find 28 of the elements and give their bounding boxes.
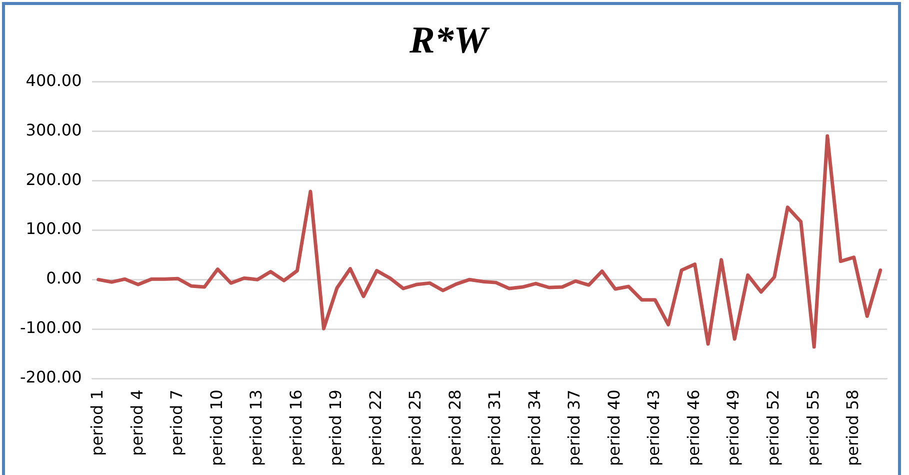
x-tick-label: period 31 [485, 390, 504, 466]
x-tick-label: period 55 [803, 390, 822, 466]
y-tick-label: 400.00 [26, 70, 82, 90]
x-tick-label: period 37 [564, 390, 584, 466]
x-tick-label: period 7 [167, 390, 186, 456]
x-tick-label: period 13 [246, 390, 266, 466]
x-tick-label: period 28 [445, 390, 464, 466]
x-tick-label: period 4 [127, 390, 146, 456]
y-tick-label: 100.00 [26, 219, 82, 238]
x-tick-label: period 19 [326, 390, 346, 466]
x-tick-label: period 1 [88, 390, 107, 456]
y-tick-label: -100.00 [20, 318, 82, 338]
y-tick-label: 0.00 [46, 268, 82, 288]
x-tick-label: period 16 [286, 390, 306, 466]
y-tick-label: -200.00 [20, 368, 82, 387]
x-tick-label: period 58 [843, 390, 862, 466]
x-tick-label: period 43 [644, 390, 664, 466]
x-tick-label: period 10 [206, 390, 226, 466]
x-tick-label: period 52 [763, 390, 782, 466]
x-tick-label: period 34 [524, 390, 544, 466]
x-tick-label: period 49 [724, 390, 743, 466]
x-tick-label: period 22 [366, 390, 385, 466]
chart-title: R*W [408, 20, 491, 62]
y-tick-label: 300.00 [26, 120, 82, 140]
y-tick-label: 200.00 [26, 170, 82, 189]
x-tick-label: period 46 [684, 390, 703, 466]
x-tick-label: period 40 [604, 390, 624, 466]
x-tick-label: period 25 [406, 390, 425, 466]
